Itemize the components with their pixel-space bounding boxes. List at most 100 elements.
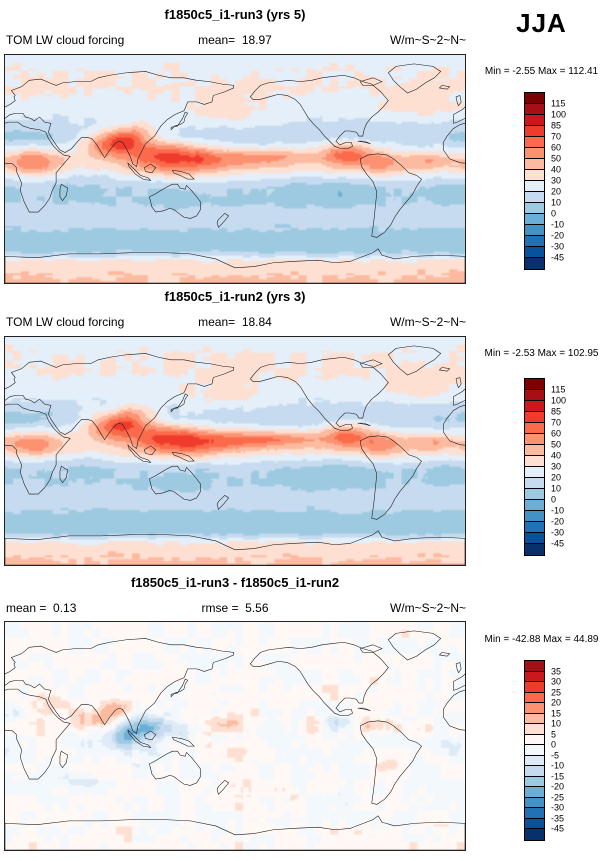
coastline bbox=[143, 730, 157, 741]
panel3-title: f1850c5_i1-run3 - f1850c5_i1-run2 bbox=[130, 575, 340, 590]
coastline bbox=[171, 451, 195, 462]
coastline bbox=[5, 121, 71, 213]
coastline bbox=[387, 345, 442, 376]
colorbar-tick-label: 70 bbox=[551, 417, 562, 428]
coastline bbox=[359, 644, 383, 653]
colorbar-box bbox=[525, 126, 544, 137]
coastline bbox=[357, 707, 371, 711]
colorbar-stack bbox=[524, 378, 545, 556]
colorbar-tick-label: 30 bbox=[551, 461, 562, 472]
colorbar-box bbox=[525, 776, 544, 787]
coastline bbox=[143, 163, 157, 174]
colorbar-box bbox=[525, 511, 544, 522]
coastline bbox=[357, 422, 371, 426]
colorbar-box bbox=[525, 181, 544, 192]
colorbar-tick-label: 60 bbox=[551, 428, 562, 439]
colorbar-box bbox=[525, 258, 544, 269]
colorbar-box bbox=[525, 434, 544, 445]
coastline bbox=[442, 122, 465, 164]
colorbar-tick-label: -20 bbox=[551, 781, 565, 792]
coastline bbox=[359, 435, 422, 520]
coastline bbox=[171, 169, 195, 180]
colorbar-box bbox=[525, 522, 544, 533]
colorbar-tick-label: 100 bbox=[551, 109, 567, 120]
panel2-variable-label: TOM LW cloud forcing bbox=[6, 315, 125, 329]
colorbar-tick-label: 20 bbox=[551, 186, 562, 197]
coastline bbox=[170, 111, 189, 131]
coastline bbox=[5, 248, 465, 283]
panel3-colorbar: 35 30 25 20 15 10 5 0 -5 -10 -15 -20 -25 -30 -35 -45 bbox=[524, 660, 584, 841]
colorbar-tick-label: 0 bbox=[551, 739, 557, 750]
colorbar-tick-label: -15 bbox=[551, 771, 565, 781]
panel3-coastlines bbox=[5, 630, 465, 850]
panel1-minmax-label: Min = -2.55 Max = 112.41 bbox=[484, 66, 599, 77]
colorbar-box bbox=[525, 412, 544, 423]
panel1-mean-label: mean= 18.97 bbox=[198, 33, 272, 47]
colorbar-box bbox=[525, 401, 544, 412]
colorbar-tick-label: -30 bbox=[551, 241, 565, 252]
colorbar-tick-label: 10 bbox=[551, 197, 562, 208]
coastline bbox=[127, 444, 152, 463]
colorbar-tick-label: 115 bbox=[551, 98, 566, 109]
coastline bbox=[249, 74, 389, 150]
colorbar-box bbox=[525, 533, 544, 544]
panel1-coastlines bbox=[5, 63, 465, 283]
colorbar-tick-label: -30 bbox=[551, 527, 565, 538]
panel3-field-canvas bbox=[5, 622, 465, 850]
colorbar-box bbox=[525, 661, 544, 672]
coastline bbox=[149, 750, 201, 786]
colorbar-box bbox=[525, 478, 544, 489]
panel2-mean-label: mean= 18.84 bbox=[198, 315, 272, 329]
colorbar-tick-label: 100 bbox=[551, 395, 567, 406]
coastline bbox=[438, 367, 451, 372]
panel3-units-label: W/m~S~2~N~ bbox=[389, 601, 466, 615]
colorbar-tick-label: -35 bbox=[551, 813, 565, 823]
coastline bbox=[149, 183, 201, 219]
panel2-colorbar: 115 100 85 70 60 50 40 30 20 10 0 -10 -20 -30 -45 bbox=[524, 378, 584, 556]
colorbar-box bbox=[525, 214, 544, 225]
colorbar-tick-label: -10 bbox=[551, 760, 565, 771]
colorbar-tick-label: 20 bbox=[551, 472, 562, 483]
colorbar-box bbox=[525, 137, 544, 148]
panel1-colorbar: 115 100 85 70 60 50 40 30 20 10 0 -10 -20 -30 -45 bbox=[524, 92, 584, 270]
coastline bbox=[59, 750, 68, 769]
panel2-coastlines bbox=[5, 345, 465, 565]
coastline bbox=[5, 688, 71, 780]
colorbar-tick-label: 40 bbox=[551, 164, 562, 175]
colorbar-tick-label: 15 bbox=[551, 708, 562, 718]
coastline bbox=[143, 445, 157, 456]
panel3-rmse-label: rmse = 5.56 bbox=[201, 601, 269, 615]
colorbar-tick-label: -10 bbox=[551, 505, 565, 516]
colorbar-box bbox=[525, 766, 544, 777]
coastline bbox=[59, 465, 68, 484]
panel1-variable-label: TOM LW cloud forcing bbox=[6, 33, 125, 47]
colorbar-tick-label: -10 bbox=[551, 219, 565, 230]
colorbar-box bbox=[525, 115, 544, 126]
colorbar-tick-label: 10 bbox=[551, 483, 562, 494]
coastline bbox=[170, 393, 189, 413]
coastline bbox=[5, 815, 465, 850]
colorbar-tick-label: -25 bbox=[551, 792, 565, 802]
colorbar-box bbox=[525, 818, 544, 829]
colorbar-box bbox=[525, 544, 544, 555]
coastline bbox=[170, 678, 189, 698]
coastline bbox=[5, 71, 235, 167]
colorbar-box bbox=[525, 829, 544, 840]
colorbar-tick-label: 5 bbox=[551, 729, 557, 739]
colorbar-tick-label: 115 bbox=[551, 384, 566, 395]
colorbar-tick-label: 60 bbox=[551, 142, 562, 153]
colorbar-tick-label: 50 bbox=[551, 439, 562, 450]
colorbar-box bbox=[525, 724, 544, 735]
panel2-map bbox=[4, 336, 466, 566]
colorbar-box bbox=[525, 423, 544, 434]
colorbar-box bbox=[525, 192, 544, 203]
colorbar-tick-label: 30 bbox=[551, 676, 562, 687]
colorbar-tick-label: -20 bbox=[551, 516, 565, 527]
coastline bbox=[438, 85, 451, 90]
colorbar-tick-label: -30 bbox=[551, 802, 565, 813]
colorbar-tick-label: 40 bbox=[551, 450, 562, 461]
panel3-minmax-label: Min = -42.88 Max = 44.89 bbox=[484, 634, 599, 645]
coastline bbox=[438, 652, 451, 657]
panel3-map bbox=[4, 621, 466, 851]
colorbar-box bbox=[525, 379, 544, 390]
